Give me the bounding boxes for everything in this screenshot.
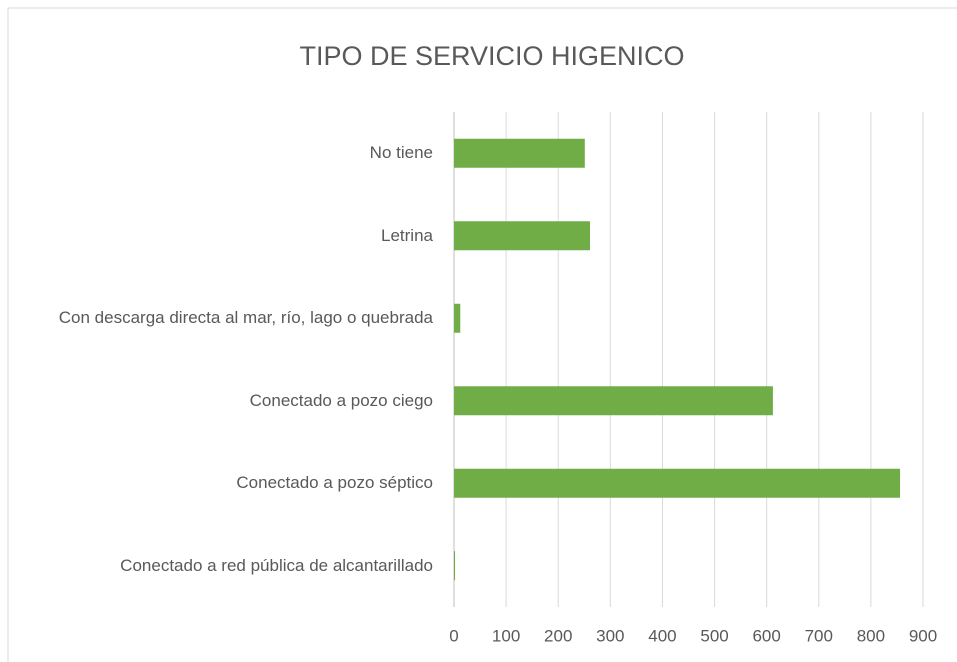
- bar: [454, 138, 585, 168]
- y-tick-label: Letrina: [381, 225, 433, 245]
- x-tick-label: 900: [909, 626, 937, 645]
- x-tick-label: 100: [492, 626, 520, 645]
- y-tick-label: Conectado a red pública de alcantarillad…: [120, 555, 433, 575]
- y-tick-label: Conectado a pozo ciego: [249, 390, 433, 410]
- chart-title: TIPO DE SERVICIO HIGENICO: [299, 41, 684, 71]
- y-tick-label: No tiene: [369, 143, 433, 163]
- x-tick-label: 800: [857, 626, 885, 645]
- x-tick-label: 300: [596, 626, 624, 645]
- x-tick-label: 400: [648, 626, 676, 645]
- bar: [454, 468, 901, 498]
- bar: [454, 303, 461, 333]
- bar: [454, 221, 591, 251]
- chart-frame: [7, 7, 957, 662]
- y-tick-label: Conectado a pozo séptico: [236, 473, 433, 493]
- x-tick-label: 700: [805, 626, 833, 645]
- bar: [454, 551, 456, 581]
- x-tick-label: 600: [752, 626, 780, 645]
- x-tick-label: 200: [544, 626, 572, 645]
- bar: [454, 386, 773, 416]
- x-tick-label: 500: [700, 626, 728, 645]
- x-tick-label: 0: [449, 626, 458, 645]
- y-tick-label: Con descarga directa al mar, río, lago o…: [58, 308, 433, 328]
